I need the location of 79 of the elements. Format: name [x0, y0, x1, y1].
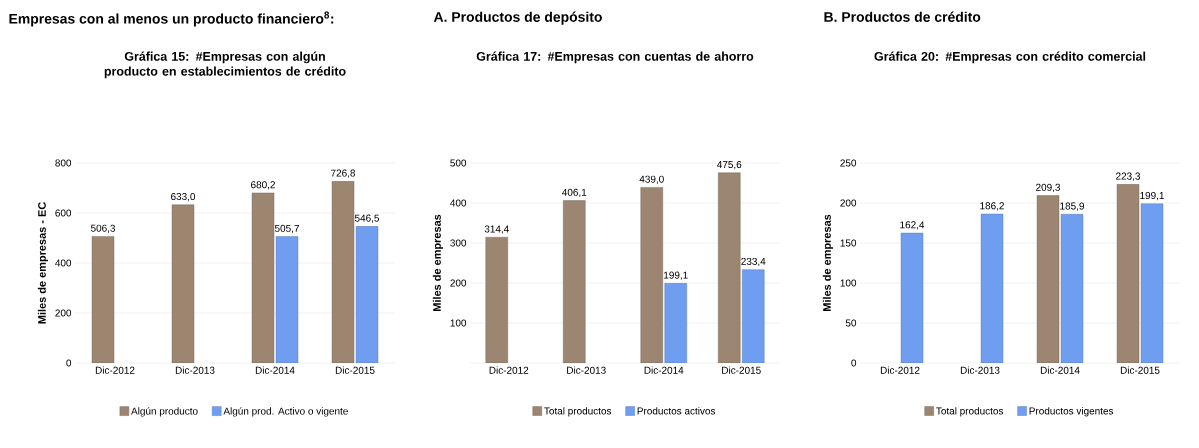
bar [980, 213, 1004, 363]
x-tick-label: Dic-2012 [489, 366, 529, 374]
data-label: 439,0 [639, 175, 664, 184]
y-tick-label: 200 [55, 309, 72, 317]
legend-label: Productos activos [637, 407, 716, 415]
bar [1116, 184, 1140, 363]
chart-subtitle: Gráfica 17: #Empresas con cuentas de ahorro [476, 51, 754, 64]
bar [171, 204, 195, 363]
bar [275, 236, 299, 363]
data-label: 506,3 [90, 224, 116, 233]
y-tick-label: 100 [450, 319, 467, 327]
y-axis-title: Miles de empresas - EC [37, 202, 49, 324]
data-label: 186,2 [980, 202, 1004, 211]
bar [718, 172, 741, 363]
y-tick-label: 800 [55, 159, 72, 167]
y-tick-label: 200 [450, 279, 467, 287]
bar [742, 269, 765, 363]
x-tick-label: Dic-2014 [644, 366, 684, 374]
y-axis-title: Miles de empresas [432, 214, 444, 311]
x-tick-label: Dic-2013 [567, 366, 606, 374]
data-label: 726,8 [331, 169, 356, 178]
data-label: 546,5 [354, 214, 380, 223]
y-tick-label: 500 [450, 159, 467, 167]
x-tick-label: Dic-2014 [1040, 366, 1080, 374]
x-tick-label: Dic-2015 [335, 366, 375, 374]
x-tick-label: Dic-2013 [960, 366, 1000, 374]
bar [355, 226, 379, 363]
bar [251, 192, 275, 363]
x-tick-label: Dic-2015 [1120, 366, 1160, 374]
x-tick-label: Dic-2012 [880, 366, 920, 374]
chart-title: A. Productos de depósito [433, 11, 602, 25]
chart-subtitle: Gráfica 20: #Empresas con crédito comercial [874, 51, 1146, 64]
legend-label: Algún prod. Activo o vigente [223, 407, 348, 417]
data-label: 233,4 [741, 257, 766, 267]
y-tick-label: 0 [851, 359, 857, 367]
chart-subtitle: Gráfica 15: #Empresas con algún producto en establecimientos de crédito [104, 51, 346, 79]
data-label: 505,7 [274, 224, 299, 234]
data-label: 475,6 [717, 161, 742, 170]
y-tick-label: 600 [55, 209, 72, 217]
y-tick-label: 0 [66, 359, 72, 367]
chart-title: B. Productos de crédito [824, 11, 981, 22]
data-label: 314,4 [484, 225, 509, 234]
data-label: 185,9 [1060, 202, 1085, 211]
data-label: 209,3 [1036, 183, 1061, 193]
legend-label: Algún producto [131, 407, 198, 417]
y-tick-label: 50 [845, 319, 857, 327]
y-tick-label: 250 [840, 159, 857, 167]
y-tick-label: 400 [450, 199, 467, 207]
bar [900, 232, 924, 363]
bar [485, 237, 508, 363]
y-tick-label: 100 [840, 279, 857, 287]
bar [91, 236, 115, 363]
data-label: 680,2 [251, 181, 275, 190]
bar [563, 200, 586, 363]
legend-label: Total productos [936, 407, 1004, 417]
y-tick-label: 300 [450, 239, 467, 247]
x-tick-label: Dic-2015 [722, 366, 761, 374]
x-tick-label: Dic-2012 [95, 366, 135, 374]
legend-label: Productos vigentes [1029, 407, 1114, 417]
y-tick-label: 400 [55, 259, 72, 267]
data-label: 199,1 [1140, 191, 1164, 201]
y-tick-label: 150 [840, 239, 857, 247]
legend-label: Total productos [544, 407, 612, 417]
bar [640, 187, 663, 363]
data-label: 162,4 [900, 221, 925, 230]
bar [1036, 195, 1060, 363]
bar [331, 181, 355, 363]
y-tick-label: 200 [840, 199, 857, 207]
data-label: 199,1 [664, 271, 688, 280]
data-label: 406,1 [562, 188, 587, 198]
data-label: 223,3 [1116, 172, 1141, 181]
bar [664, 283, 687, 363]
chart-title: Empresas con al menos un producto financiero$^{8}$: [9, 11, 334, 27]
x-tick-label: Dic-2014 [255, 366, 295, 374]
x-tick-label: Dic-2013 [175, 366, 215, 374]
data-label: 633,0 [171, 192, 196, 202]
bar [1140, 203, 1164, 363]
y-axis-title: Miles de empresas [822, 214, 834, 311]
bar [1060, 214, 1084, 363]
